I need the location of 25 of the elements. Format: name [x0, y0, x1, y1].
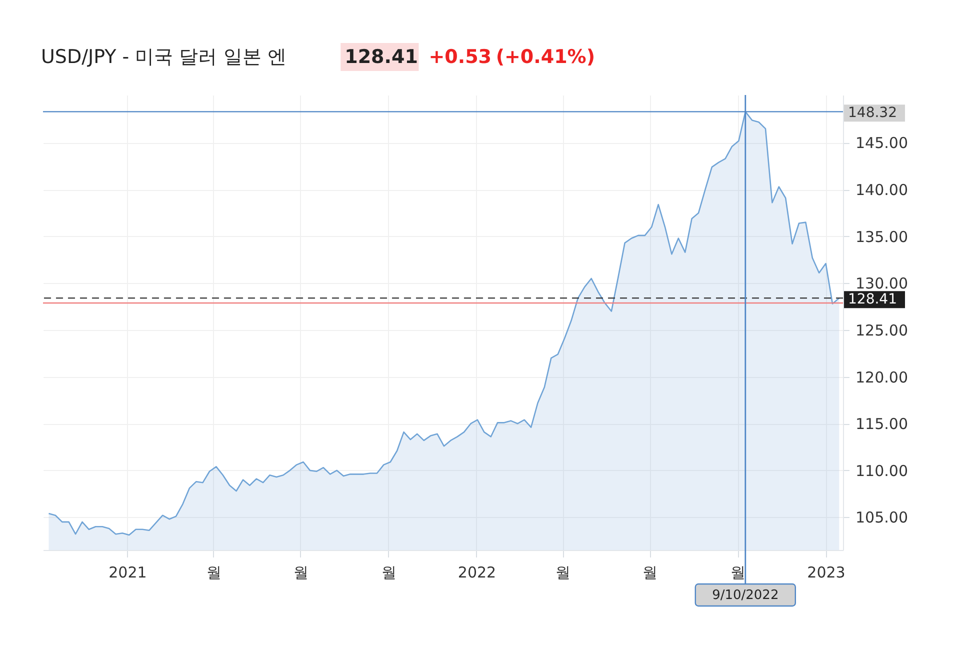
- y-tick-label: 110.00: [856, 462, 908, 480]
- y-tick-label: 115.00: [856, 415, 908, 434]
- y-tick-label: 135.00: [856, 228, 908, 246]
- ref-line-label: 148.32: [848, 105, 897, 122]
- ref-line-label: 9/10/2022: [712, 588, 779, 603]
- ref-line-label: 128.41: [848, 292, 897, 308]
- chart-title: USD/JPY - 미국 달러 일본 엔: [41, 46, 286, 68]
- x-tick-label: 월: [293, 564, 308, 582]
- y-tick-label: 145.00: [856, 134, 908, 152]
- x-tick-label: 월: [206, 564, 222, 582]
- x-tick-label: 2023: [807, 564, 846, 582]
- x-tick-label: 2021: [108, 564, 147, 582]
- x-tick-label: 월: [730, 564, 746, 582]
- x-tick-label: 월: [381, 564, 396, 582]
- text: (+0.41%): [496, 46, 596, 68]
- x-tick-label: 월: [642, 564, 658, 582]
- text: +0.53: [428, 46, 492, 68]
- y-tick-label: 120.00: [856, 368, 908, 386]
- x-tick-label: 월: [556, 564, 571, 582]
- x-tick-label: 2022: [458, 564, 496, 582]
- y-tick-label: 130.00: [856, 274, 908, 293]
- y-tick-label: 105.00: [856, 508, 908, 527]
- y-tick-label: 125.00: [856, 321, 908, 340]
- text: 128.41: [344, 46, 418, 68]
- y-tick-label: 140.00: [856, 181, 908, 200]
